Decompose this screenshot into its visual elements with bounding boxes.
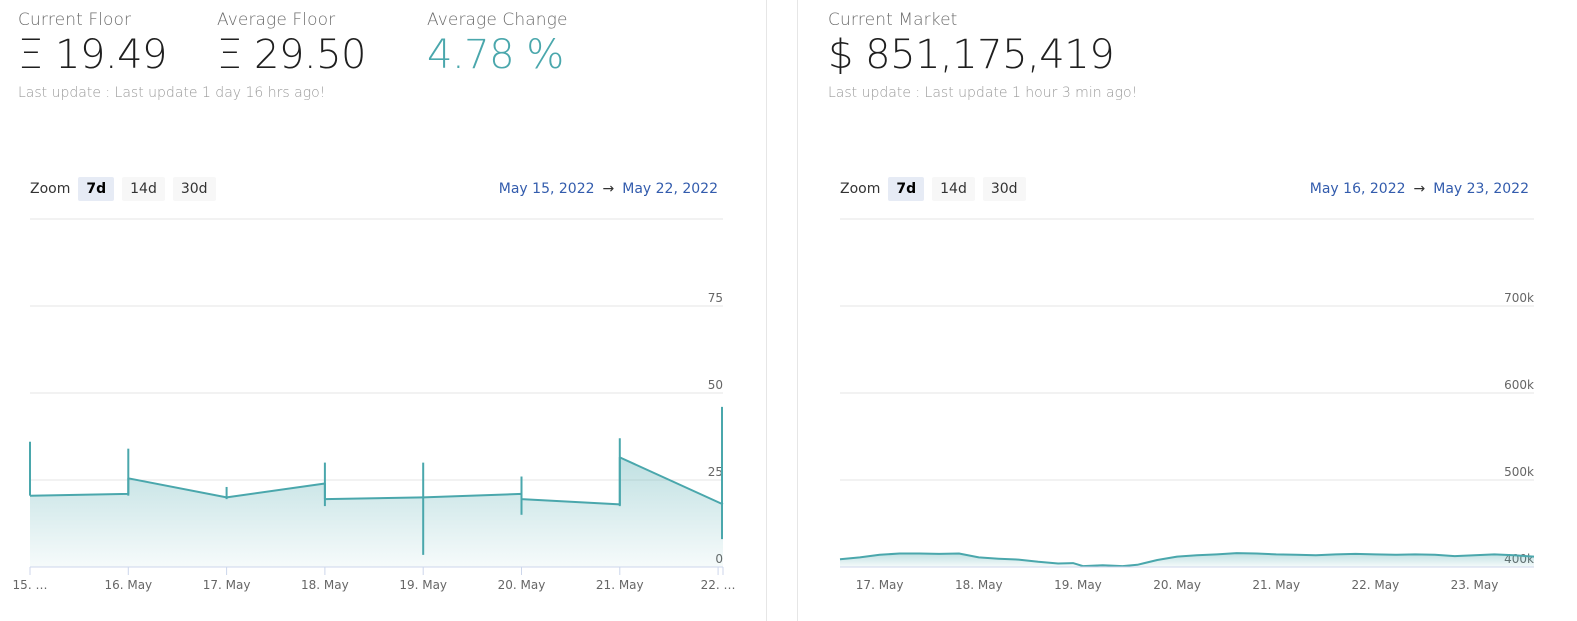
x-tick-label: 15. …	[13, 578, 48, 592]
zoom-7d-button[interactable]: 7d	[888, 177, 925, 201]
x-tick-label: 18. May	[955, 578, 1003, 592]
x-tick-label: 23. May	[1451, 578, 1499, 592]
stat-value: $ 851,175,419	[828, 32, 1115, 78]
x-tick-label: 17. May	[856, 578, 904, 592]
date-range: May 15, 2022 → May 22, 2022	[499, 181, 718, 197]
series-line	[839, 552, 1535, 568]
stat-label: Average Change	[427, 10, 568, 30]
zoom-30d-button[interactable]: 30d	[982, 177, 1026, 201]
y-tick-label: 75	[708, 291, 723, 305]
zoom-label: Zoom	[30, 181, 71, 197]
series-area	[840, 553, 1534, 567]
range-to[interactable]: May 23, 2022	[1433, 181, 1529, 197]
x-tick-label: 22. May	[1352, 578, 1400, 592]
range-from[interactable]: May 15, 2022	[498, 181, 595, 197]
zoom-14d-button[interactable]: 14d	[122, 177, 165, 201]
zoom-30d-button[interactable]: 30d	[172, 177, 216, 201]
range-from[interactable]: May 16, 2022	[1309, 181, 1406, 197]
last-update-text: Last update : Last update 1 day 16 hrs a…	[18, 85, 326, 101]
current-market-stat: Current Market $ 851,175,419	[828, 10, 1115, 78]
stat-value: 4.78 %	[427, 32, 564, 78]
average-floor-stat: Average Floor Ξ 29.50	[217, 10, 367, 78]
range-to[interactable]: May 22, 2022	[622, 181, 718, 197]
panel-divider-2	[797, 0, 798, 621]
zoom-controls: Zoom 7d 14d 30d	[840, 177, 1034, 201]
series-area	[30, 457, 723, 567]
zoom-controls: Zoom 7d 14d 30d	[30, 177, 224, 201]
x-tick-label: 17. May	[203, 578, 251, 592]
stat-value: Ξ 29.50	[217, 32, 367, 78]
y-tick-label: 500k	[1504, 465, 1534, 479]
x-tick-label: 21. May	[596, 578, 644, 592]
y-tick-label: 25	[708, 465, 723, 479]
y-tick-label: 600k	[1504, 378, 1534, 392]
stat-value: Ξ 19.49	[18, 32, 168, 78]
zoom-7d-button[interactable]: 7d	[78, 177, 115, 201]
last-update-text: Last update : Last update 1 hour 3 min a…	[828, 85, 1138, 101]
y-tick-label: 50	[708, 378, 723, 392]
average-change-stat: Average Change 4.78 %	[427, 10, 568, 78]
x-tick-label: 20. May	[498, 578, 546, 592]
current-floor-stat: Current Floor Ξ 19.49	[18, 10, 168, 78]
x-tick-label: 16. May	[104, 578, 152, 592]
x-tick-label: 22. …	[701, 578, 736, 592]
y-tick-label: 700k	[1504, 291, 1534, 305]
stat-label: Current Market	[828, 10, 958, 30]
panel-divider	[766, 0, 767, 621]
x-tick-label: 19. May	[399, 578, 447, 592]
stat-label: Average Floor	[217, 10, 336, 30]
range-arrow: →	[1413, 181, 1426, 197]
floor-price-panel: Current Floor Ξ 19.49 Average Floor Ξ 29…	[0, 0, 767, 621]
zoom-label: Zoom	[840, 181, 881, 197]
x-tick-label: 18. May	[301, 578, 349, 592]
range-arrow: →	[602, 181, 615, 197]
date-range: May 16, 2022 → May 23, 2022	[1310, 181, 1529, 197]
x-tick-label: 20. May	[1153, 578, 1201, 592]
x-tick-label: 21. May	[1252, 578, 1300, 592]
x-tick-label: 19. May	[1054, 578, 1102, 592]
zoom-14d-button[interactable]: 14d	[932, 177, 975, 201]
market-cap-panel: Current Market $ 851,175,419 Last update…	[798, 0, 1577, 621]
stat-label: Current Floor	[18, 10, 132, 30]
